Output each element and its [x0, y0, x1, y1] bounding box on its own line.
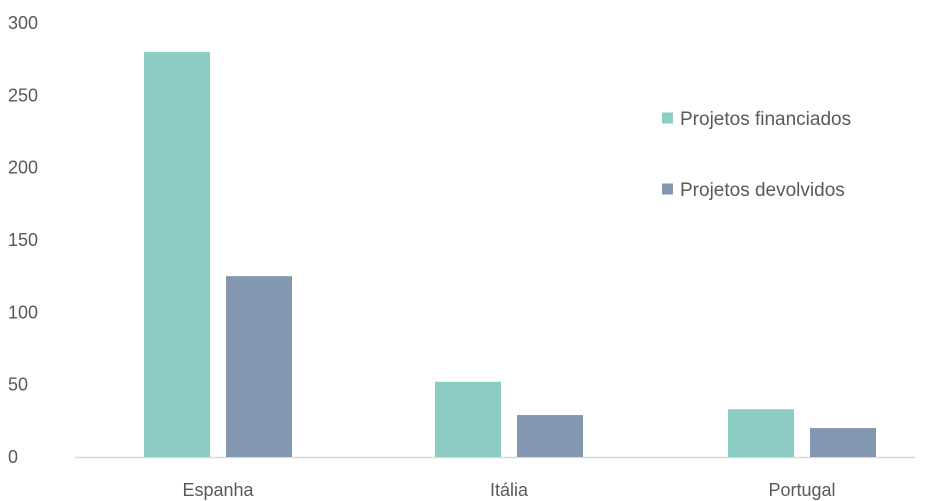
- legend-swatch-2: [662, 183, 673, 195]
- x-tick-label-2: Portugal: [768, 480, 835, 500]
- bar-espanha-series-1: [144, 51, 210, 457]
- y-tick-label-200: 200: [8, 158, 38, 178]
- y-tick-label-150: 150: [8, 230, 38, 250]
- y-tick-label-250: 250: [8, 85, 38, 105]
- legend: Projetos financiados Projetos devolvidos: [662, 109, 851, 201]
- legend-label-1: Projetos financiados: [680, 109, 851, 130]
- bar-espanha-series-2: [226, 276, 292, 457]
- y-tick-label-0: 0: [8, 447, 18, 467]
- bar-itália-series-1: [435, 381, 501, 457]
- legend-label-2: Projetos devolvidos: [680, 180, 845, 201]
- y-axis-tick-labels: 0 50 100 150 200 250 300: [8, 13, 38, 467]
- y-tick-label-50: 50: [8, 375, 28, 395]
- bar-itália-series-2: [517, 415, 583, 457]
- x-axis-tick-labels: Espanha Itália Portugal: [182, 480, 835, 500]
- bar-portugal-series-2: [810, 428, 876, 457]
- y-tick-label-300: 300: [8, 13, 38, 33]
- x-tick-label-1: Itália: [490, 480, 529, 500]
- legend-swatch-1: [662, 112, 673, 124]
- x-tick-label-0: Espanha: [182, 480, 254, 500]
- y-tick-label-100: 100: [8, 302, 38, 322]
- bar-portugal-series-1: [728, 409, 794, 457]
- bar-marks: [144, 51, 876, 457]
